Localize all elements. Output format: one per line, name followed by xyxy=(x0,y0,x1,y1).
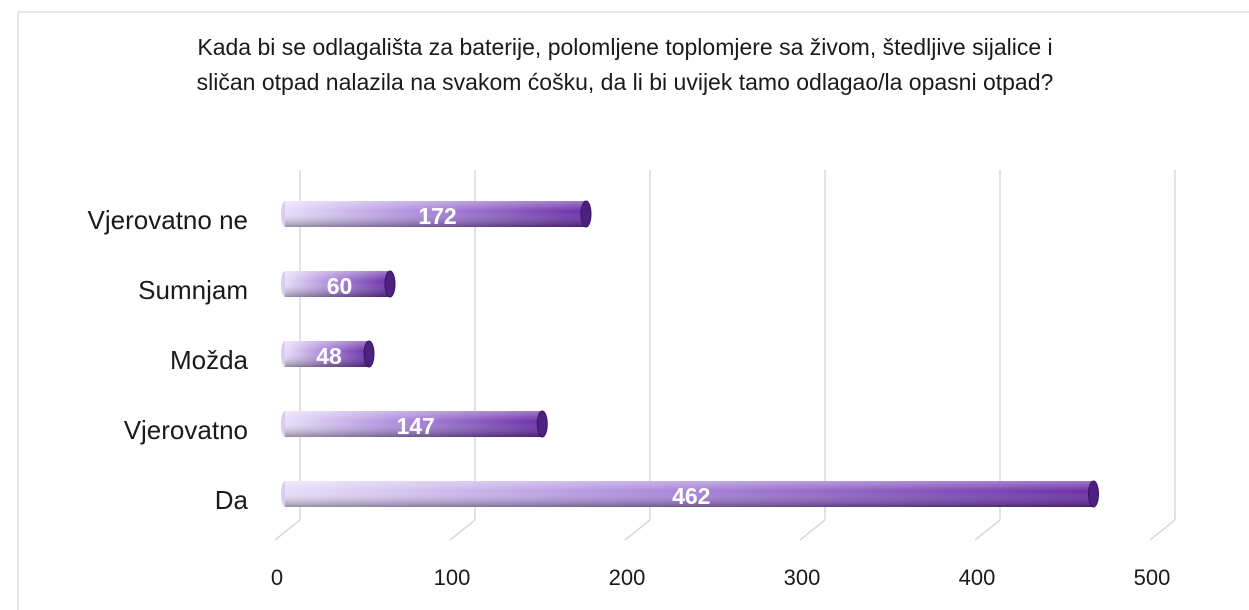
chart-border xyxy=(17,11,1249,610)
data-label: 48 xyxy=(316,343,342,369)
bar xyxy=(281,410,548,438)
x-tick-label: 400 xyxy=(959,565,996,590)
y-tick-label: Vjerovatno xyxy=(124,415,248,445)
grid-line-floor xyxy=(274,519,301,541)
bar-shade xyxy=(285,481,1094,507)
grid-line-floor xyxy=(1149,519,1176,541)
grid-line-floor xyxy=(624,519,651,541)
bar-cap xyxy=(384,270,396,298)
bar-shade xyxy=(285,341,369,367)
bar-shade xyxy=(285,271,390,297)
data-label: 172 xyxy=(418,203,456,229)
y-tick-label: Vjerovatno ne xyxy=(88,205,248,235)
bar xyxy=(281,200,592,228)
data-label: 462 xyxy=(672,483,710,509)
grid-line-floor xyxy=(799,519,826,541)
data-label: 147 xyxy=(396,413,434,439)
x-tick-label: 300 xyxy=(784,565,821,590)
x-tick-label: 200 xyxy=(609,565,646,590)
grid-line-floor xyxy=(449,519,476,541)
bar xyxy=(281,340,375,368)
x-tick-label: 0 xyxy=(271,565,283,590)
bar-cap xyxy=(536,410,548,438)
grid-line-floor xyxy=(974,519,1001,541)
bar xyxy=(281,480,1099,508)
data-label: 60 xyxy=(327,273,353,299)
bar-cap xyxy=(363,340,375,368)
bar-cap xyxy=(1088,480,1099,508)
x-tick-label: 100 xyxy=(434,565,471,590)
bar xyxy=(281,270,396,298)
y-tick-label: Sumnjam xyxy=(138,275,248,305)
bar-shade xyxy=(285,411,543,437)
x-tick-label: 500 xyxy=(1134,565,1171,590)
bar-shade xyxy=(285,201,586,227)
chart-title: Kada bi se odlagališta za baterije, polo… xyxy=(196,34,1054,95)
bar-cap xyxy=(580,200,592,228)
y-tick-label: Možda xyxy=(170,345,249,375)
y-tick-label: Da xyxy=(215,485,249,515)
